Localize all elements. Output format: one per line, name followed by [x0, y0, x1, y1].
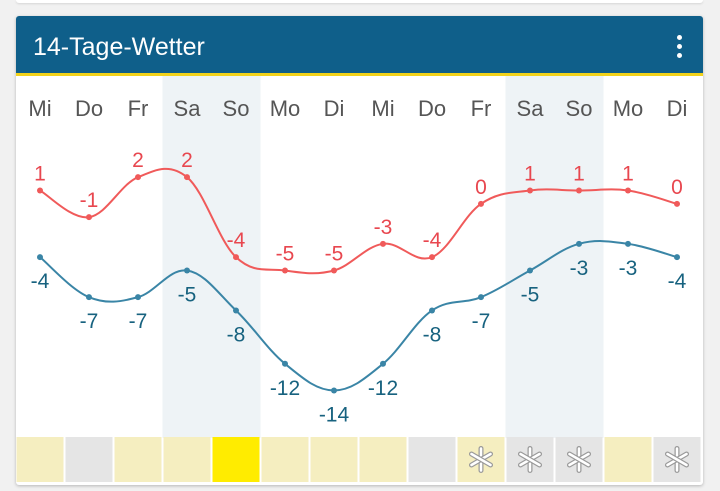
max-temp-label: -3	[374, 216, 393, 239]
min-temp-point	[135, 294, 141, 301]
precipitation-tile[interactable]	[212, 437, 260, 482]
max-temp-point	[184, 174, 190, 181]
min-temp-point	[380, 360, 386, 367]
card-header: 14-Tage-Wetter	[16, 16, 703, 76]
precipitation-tile[interactable]	[408, 437, 456, 482]
min-temp-label: -8	[227, 323, 246, 346]
precipitation-tile[interactable]	[65, 437, 113, 482]
precipitation-tile[interactable]	[261, 437, 309, 482]
min-temp-point	[331, 387, 337, 394]
max-temp-point	[429, 254, 435, 261]
day-label: Mi	[371, 96, 394, 121]
weekend-band	[554, 76, 604, 438]
min-temp-label: -14	[319, 403, 350, 426]
min-temp-label: -4	[668, 270, 687, 293]
weekend-band	[162, 76, 212, 438]
max-temp-point	[527, 187, 533, 194]
card-title: 14-Tage-Wetter	[33, 33, 205, 61]
max-temp-label: 2	[181, 149, 193, 172]
max-temp-label: 1	[622, 163, 634, 186]
snowflake-icon	[517, 446, 543, 473]
max-temp-point	[478, 200, 484, 207]
precipitation-tile[interactable]	[359, 437, 407, 482]
day-label: Mo	[613, 96, 644, 121]
day-label: Sa	[517, 96, 545, 121]
min-temp-label: -7	[129, 310, 148, 333]
snowflake-icon	[566, 446, 592, 473]
more-vert-icon[interactable]	[665, 30, 693, 64]
max-temp-label: 0	[475, 176, 487, 199]
min-temp-label: -12	[368, 377, 398, 400]
max-temp-label: 2	[132, 149, 144, 172]
max-temp-point	[86, 214, 92, 221]
snowflake-icon	[664, 446, 690, 473]
weekend-band	[505, 76, 555, 438]
day-label: So	[566, 96, 593, 121]
max-temp-point	[135, 174, 141, 181]
min-temp-point	[527, 267, 533, 274]
max-temp-point	[625, 187, 631, 194]
precipitation-tile[interactable]	[604, 437, 652, 482]
min-temp-label: -7	[80, 310, 99, 333]
day-label: Mo	[270, 96, 301, 121]
max-temp-point	[233, 254, 239, 261]
weather-14-day-card: 14-Tage-Wetter Mi Do Fr Sa So Mo Di Mi Do Fr Sa So M…	[16, 16, 703, 485]
day-label: So	[223, 96, 250, 121]
max-temp-label: 1	[34, 163, 46, 186]
min-temp-label: -5	[521, 283, 540, 306]
max-temp-point	[674, 200, 680, 207]
max-temp-point	[576, 187, 582, 194]
min-temp-point	[429, 307, 435, 314]
min-temp-label: -5	[178, 283, 197, 306]
max-temp-label: -4	[423, 229, 442, 252]
precipitation-tile[interactable]	[114, 437, 162, 482]
min-temp-label: -8	[423, 323, 442, 346]
min-temp-point	[625, 240, 631, 247]
max-temp-label: 1	[573, 163, 585, 186]
max-temp-label: -5	[325, 242, 344, 265]
day-label: Mi	[28, 96, 51, 121]
precipitation-tile[interactable]	[16, 437, 64, 482]
max-temp-label: -1	[80, 189, 99, 212]
precipitation-tile[interactable]	[310, 437, 358, 482]
day-label: Do	[75, 96, 103, 121]
min-temp-label: -3	[619, 257, 638, 280]
max-temp-point	[380, 240, 386, 247]
temperature-chart: Mi Do Fr Sa So Mo Di Mi Do Fr Sa So Mo Di1-12 2-4-5 -5-…	[16, 76, 701, 482]
day-label: Sa	[174, 96, 202, 121]
min-temp-point	[184, 267, 190, 274]
min-temp-point	[576, 240, 582, 247]
day-label: Do	[418, 96, 446, 121]
max-temp-point	[282, 267, 288, 274]
min-temp-point	[478, 294, 484, 301]
min-temp-point	[674, 254, 680, 261]
min-temp-label: -3	[570, 257, 589, 280]
day-label: Fr	[128, 96, 149, 121]
day-label: Di	[324, 96, 345, 121]
max-temp-point	[331, 267, 337, 274]
min-temp-point	[37, 254, 43, 261]
max-temp-label: -5	[276, 242, 295, 265]
precipitation-tile[interactable]	[163, 437, 211, 482]
snowflake-icon	[468, 446, 494, 473]
min-temp-point	[282, 360, 288, 367]
max-temp-label: 0	[671, 176, 683, 199]
min-temp-point	[86, 294, 92, 301]
min-temp-label: -12	[270, 377, 300, 400]
min-temp-label: -7	[472, 310, 491, 333]
previous-card-edge	[16, 0, 703, 3]
max-temp-label: -4	[227, 229, 246, 252]
max-temp-label: 1	[524, 163, 536, 186]
min-temp-point	[233, 307, 239, 314]
day-label: Fr	[471, 96, 492, 121]
min-temp-label: -4	[31, 270, 50, 293]
day-label: Di	[667, 96, 688, 121]
max-temp-point	[37, 187, 43, 194]
